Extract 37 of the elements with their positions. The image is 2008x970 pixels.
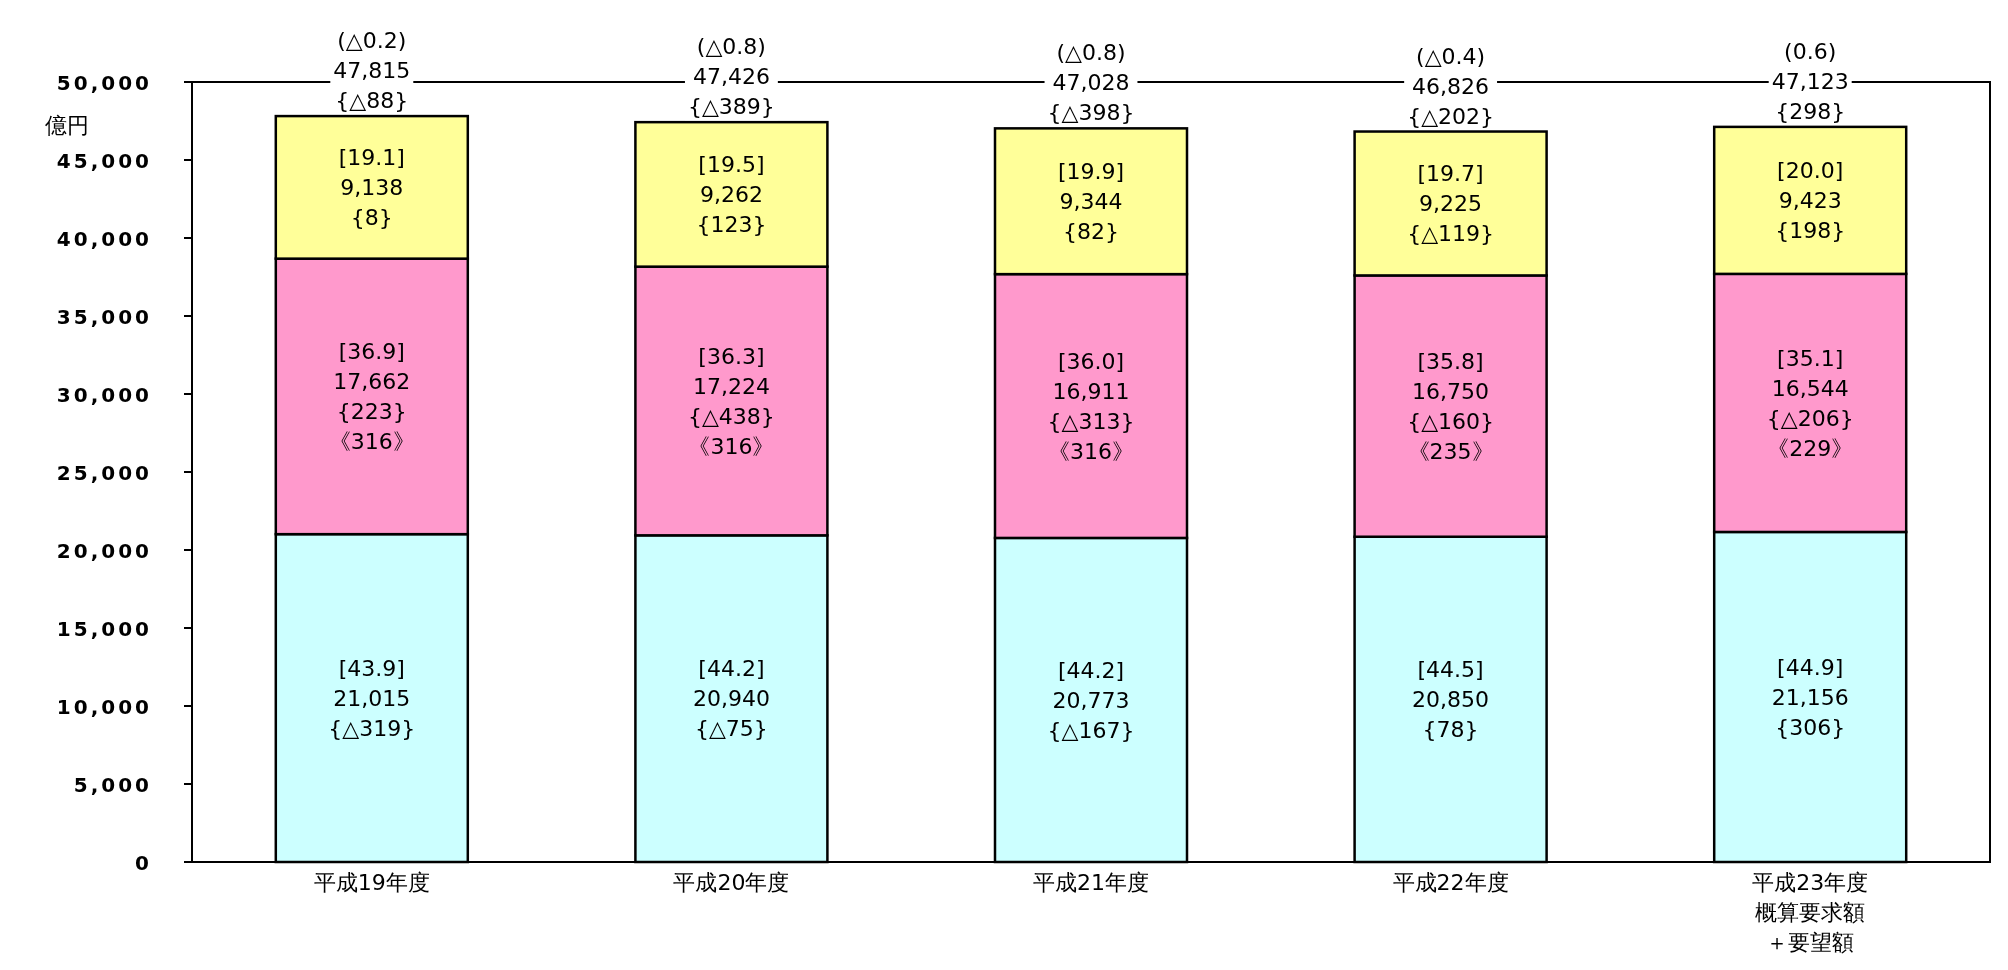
y-tick-label: 30,000: [56, 383, 152, 407]
data-label: [19.1] 9,138 {8}: [338, 145, 405, 231]
total-label: (△0.8) 47,426 {△389}: [687, 34, 775, 120]
y-tick-label: 45,000: [56, 149, 152, 173]
x-tick-label: 平成22年度: [1392, 869, 1509, 895]
y-tick-label: 20,000: [56, 539, 152, 563]
x-tick-label: 平成19年度: [313, 869, 430, 895]
total-label: (△0.4) 46,826 {△202}: [1407, 43, 1495, 129]
y-tick-label: 40,000: [56, 227, 152, 251]
x-tick-label: 平成23年度概算要求額＋要望額: [1752, 869, 1869, 955]
total-label: (△0.2) 47,815 {△88}: [333, 28, 411, 114]
data-label: [44.2] 20,940 {△75}: [692, 656, 770, 742]
y-tick-label: 5,000: [73, 773, 152, 797]
data-label: [44.9] 21,156 {306}: [1771, 654, 1849, 740]
x-tick-label: 平成20年度: [673, 869, 790, 895]
data-label: [36.0] 16,911 {△313} 《316》: [1047, 348, 1135, 464]
data-label: [36.3] 17,224 {△438} 《316》: [687, 343, 775, 459]
y-tick-label: 50,000: [56, 71, 152, 95]
data-label: [20.0] 9,423 {198}: [1775, 158, 1846, 244]
data-label: [43.9] 21,015 {△319}: [328, 655, 416, 741]
data-label: [35.1] 16,544 {△206} 《229》: [1766, 345, 1854, 461]
data-label: [19.5] 9,262 {123}: [696, 152, 767, 238]
data-label: [19.9] 9,344 {82}: [1057, 158, 1125, 244]
data-label: [44.2] 20,773 {△167}: [1047, 657, 1135, 743]
data-label: [36.9] 17,662 {223} 《316》: [328, 339, 415, 455]
data-label: [44.5] 20,850 {78}: [1412, 657, 1490, 743]
data-label: [35.8] 16,750 {△160} 《235》: [1407, 348, 1495, 464]
total-label: (△0.8) 47,028 {△398}: [1047, 40, 1135, 126]
y-tick-label: 0: [135, 851, 152, 875]
y-tick-label: 35,000: [56, 305, 152, 329]
data-label: [19.7] 9,225 {△119}: [1407, 161, 1495, 247]
y-tick-label: 25,000: [56, 461, 152, 485]
y-tick-label: 10,000: [56, 695, 152, 719]
y-axis-title: 億円: [45, 113, 89, 138]
total-label: (0.6) 47,123 {298}: [1771, 38, 1849, 124]
x-tick-label: 平成21年度: [1033, 869, 1149, 895]
y-tick-label: 15,000: [56, 617, 152, 641]
